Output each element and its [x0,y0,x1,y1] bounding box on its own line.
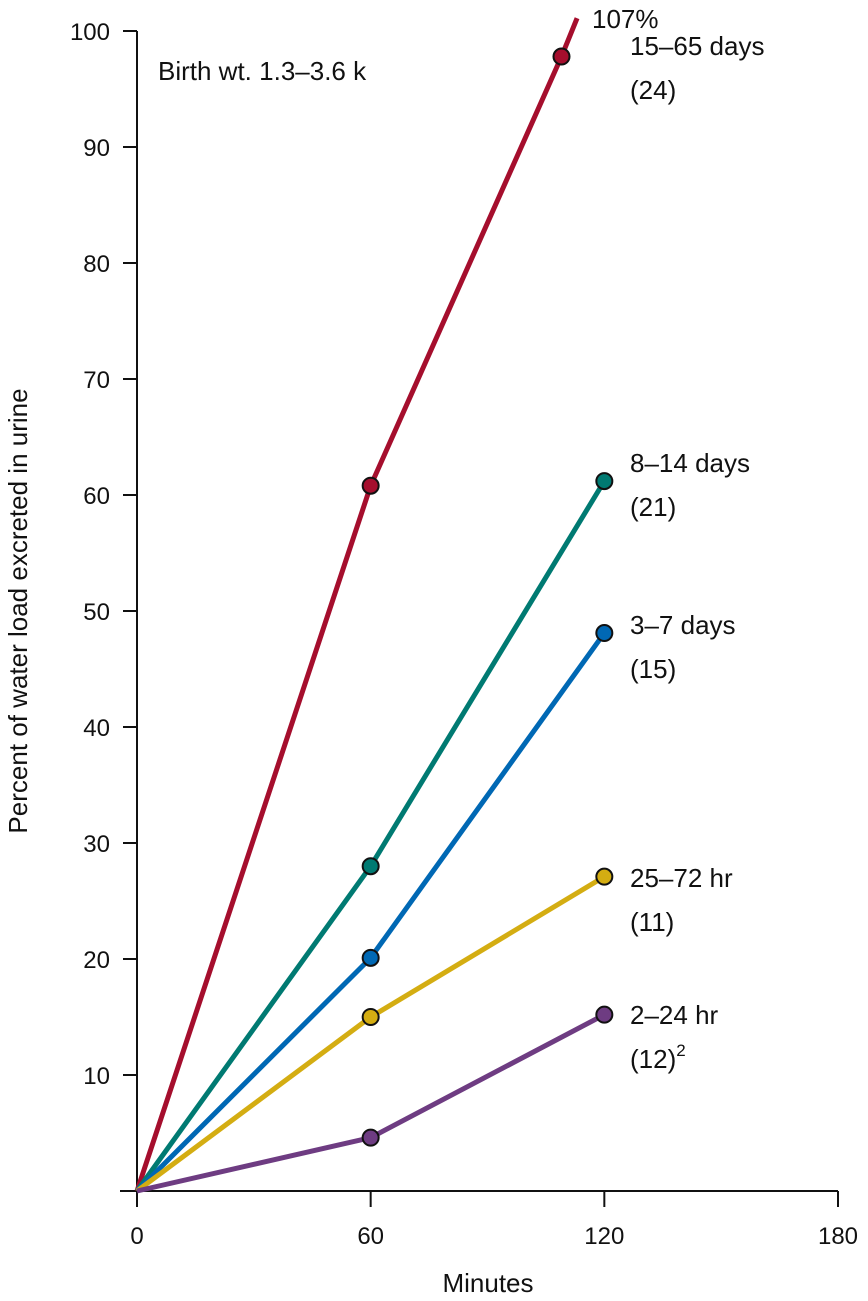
y-tick-label: 100 [70,19,110,46]
data-point [361,1008,380,1026]
series-count: (12) [630,1044,676,1074]
series-line-4 [136,1012,606,1194]
y-tick-label: 20 [83,947,110,974]
series-label-count: (11) [630,907,674,937]
series-label-name: 8–14 days [630,448,750,478]
annotation-birth-weight: Birth wt. 1.3–3.6 k [158,56,367,86]
y-tick-label: 60 [83,483,110,510]
series-label-name: 15–65 days [630,31,764,61]
data-point [361,476,380,495]
x-axis-label: Minutes [442,1268,533,1298]
series-count-superscript: 2 [676,1041,685,1060]
x-tick-label: 60 [357,1223,384,1250]
y-tick-label: 70 [83,367,110,394]
data-point [361,1128,380,1147]
series-line-1 [134,479,607,1193]
series-label-count: (15) [630,654,676,684]
series-label-name: 3–7 days [630,610,736,640]
data-point [595,867,614,886]
data-point [361,948,380,967]
data-point [595,624,614,643]
series-count: (15) [630,654,676,684]
series-line-2 [135,631,607,1193]
series-count: (21) [630,492,676,522]
series-count: (24) [630,75,676,105]
series-label-name: 25–72 hr [630,863,733,893]
data-point [595,1005,614,1024]
series-lines [134,17,614,1194]
series-end-label: 107% [592,4,659,34]
series-label-count: (12)2 [630,1041,686,1074]
y-tick-label: 30 [83,831,110,858]
data-point [361,857,380,876]
x-tick-label: 180 [818,1223,858,1250]
series-line-0 [134,17,580,1192]
y-tick-label: 10 [83,1063,110,1090]
data-point [595,472,614,491]
x-tick-label: 0 [130,1223,143,1250]
series-label-count: (24) [630,75,676,105]
y-tick-label: 50 [83,599,110,626]
y-tick-label: 90 [83,135,110,162]
series-count: (11) [630,907,674,937]
y-axis-label: Percent of water load excreted in urine [3,388,33,833]
x-tick-label: 120 [584,1223,624,1250]
y-tick-label: 40 [83,715,110,742]
data-point [552,47,571,66]
axes: 10 20 30 40 50 60 70 80 90 100 0 60 120 180 [70,19,858,1250]
series-labels: 15–65 days (24) 107% 8–14 days (21) 3–7 days (… [592,4,764,1074]
y-tick-label: 80 [83,251,110,278]
series-label-count: (21) [630,492,676,522]
series-label-name: 2–24 hr [630,1000,719,1030]
